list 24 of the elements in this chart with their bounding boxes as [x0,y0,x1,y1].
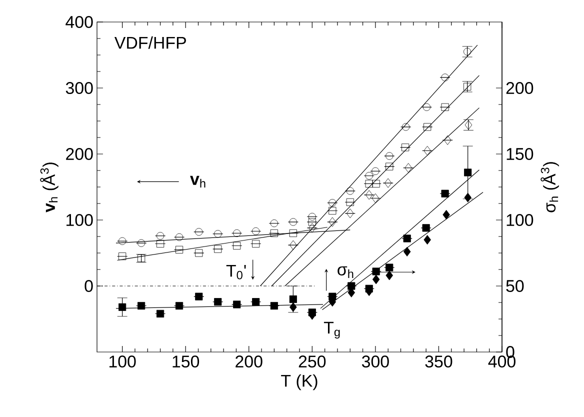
y-tick-label: 300 [66,82,93,94]
y2-tick-label: 200 [506,82,534,94]
x-axis-title: T (K) [281,374,318,390]
x-tick-label: 400 [488,356,516,368]
x-tick-label: 100 [109,356,136,368]
annotation: VDF/HFP [114,36,186,49]
annotation: T$_{0}$' [226,264,246,280]
y-tick-label: 0 [84,280,93,292]
y-tick-label: 200 [66,148,93,160]
y2-tick-label: 50 [506,280,524,292]
y-tick-label: 400 [66,16,93,28]
annotation: T$_{g}$ [324,322,340,339]
y2-axis-title: σ$_{h}$ (Å$^{3}$) [540,162,559,212]
annotation: v$_{h}$ [190,176,206,188]
x-tick-label: 350 [425,356,452,368]
y-tick-label: 100 [66,214,93,226]
y2-tick-label: 100 [506,214,534,226]
x-tick-label: 300 [362,356,389,368]
x-tick-label: 200 [236,356,262,368]
x-tick-label: 250 [298,356,326,368]
x-tick-label: 150 [172,356,200,368]
y2-tick-label: 150 [506,148,534,160]
y-axis-title: v$_{h}$ (Å$^{3}$) [40,162,58,212]
annotation: σ$_{h}$ [338,266,354,278]
